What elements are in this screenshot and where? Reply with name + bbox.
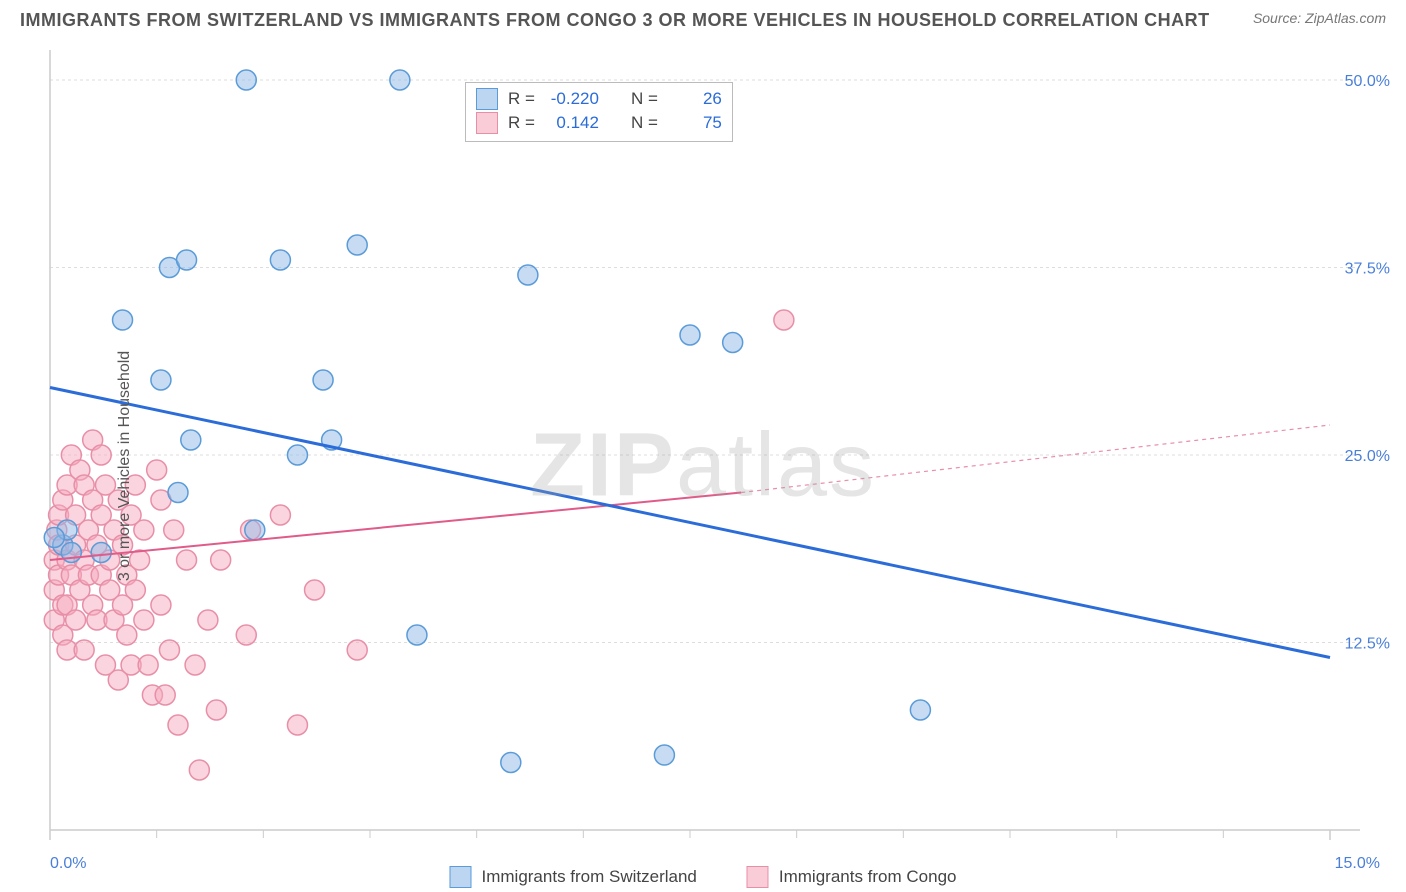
legend-row-blue: R = -0.220 N = 26 — [476, 87, 722, 111]
scatter-chart-svg: 0.0% 15.0% 12.5% 25.0% 37.5% 50.0% — [0, 40, 1406, 892]
svg-text:0.0%: 0.0% — [50, 855, 86, 872]
series-label-blue: Immigrants from Switzerland — [481, 867, 696, 887]
svg-text:25.0%: 25.0% — [1345, 448, 1390, 465]
swatch-blue-2 — [449, 866, 471, 888]
chart-title: IMMIGRANTS FROM SWITZERLAND VS IMMIGRANT… — [20, 10, 1210, 31]
legend-n-label: N = — [631, 89, 658, 109]
legend-n-pink: 75 — [668, 113, 722, 133]
source-attribution: Source: ZipAtlas.com — [1253, 10, 1386, 26]
legend-r-label-2: R = — [508, 113, 535, 133]
y-axis-label: 3 or more Vehicles in Household — [116, 351, 134, 581]
legend-row-pink: R = 0.142 N = 75 — [476, 111, 722, 135]
svg-text:50.0%: 50.0% — [1345, 73, 1390, 90]
legend-r-pink: 0.142 — [545, 113, 599, 133]
swatch-pink — [476, 112, 498, 134]
correlation-legend: R = -0.220 N = 26 R = 0.142 N = 75 — [465, 82, 733, 142]
legend-r-label: R = — [508, 89, 535, 109]
series-legend: Immigrants from Switzerland Immigrants f… — [449, 866, 956, 888]
legend-n-blue: 26 — [668, 89, 722, 109]
chart-header: IMMIGRANTS FROM SWITZERLAND VS IMMIGRANT… — [0, 0, 1406, 40]
series-legend-blue: Immigrants from Switzerland — [449, 866, 696, 888]
series-legend-pink: Immigrants from Congo — [747, 866, 957, 888]
chart-area: 3 or more Vehicles in Household 0.0% 15.0… — [0, 40, 1406, 892]
svg-text:15.0%: 15.0% — [1335, 855, 1380, 872]
legend-n-label-2: N = — [631, 113, 658, 133]
legend-r-blue: -0.220 — [545, 89, 599, 109]
svg-text:37.5%: 37.5% — [1345, 261, 1390, 278]
series-label-pink: Immigrants from Congo — [779, 867, 957, 887]
swatch-blue — [476, 88, 498, 110]
swatch-pink-2 — [747, 866, 769, 888]
svg-text:12.5%: 12.5% — [1345, 636, 1390, 653]
